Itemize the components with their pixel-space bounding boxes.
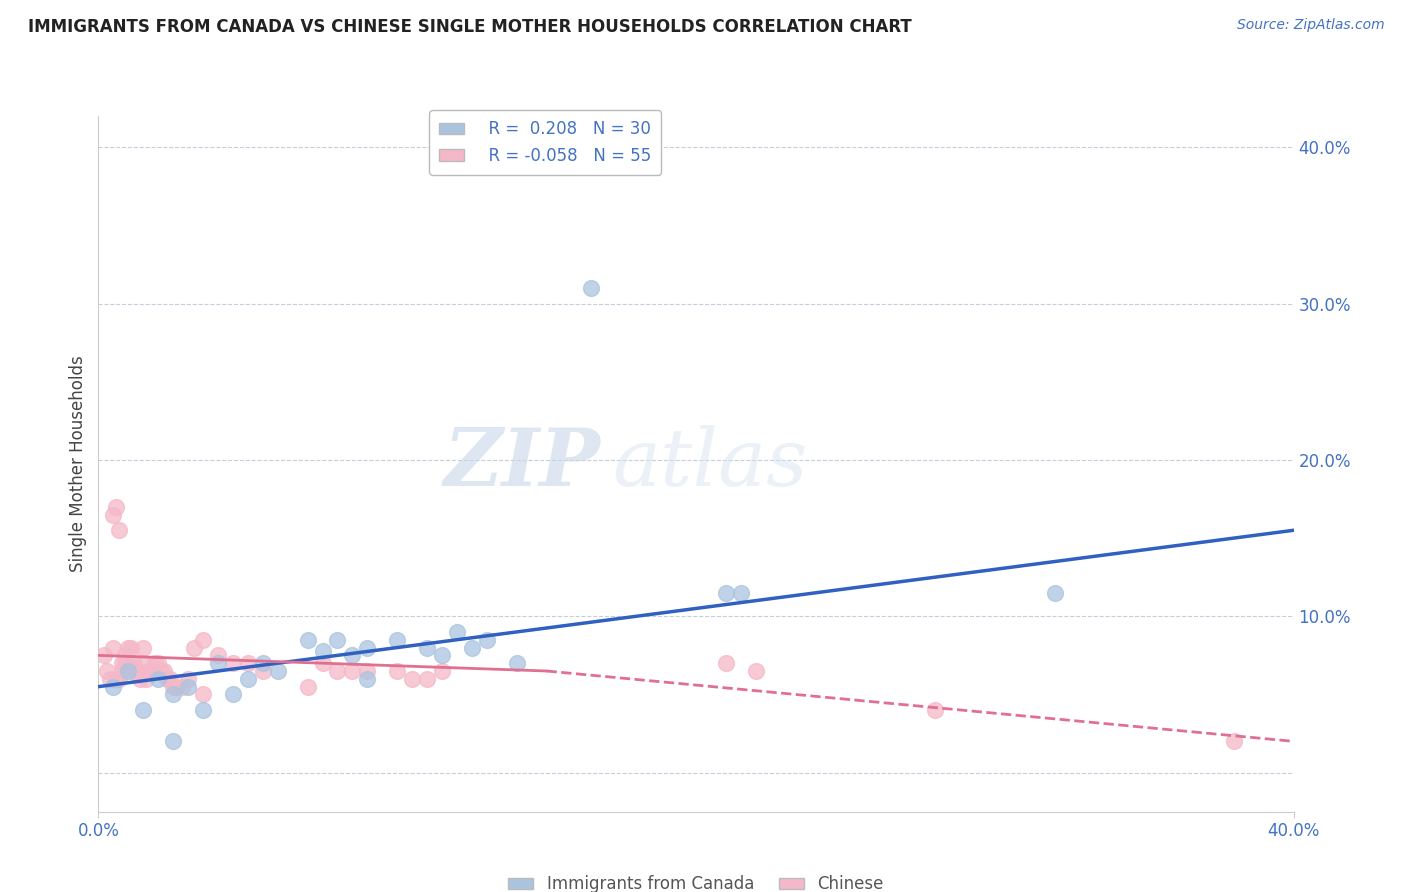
Point	[326, 632, 349, 647]
Point	[222, 656, 245, 670]
Point	[132, 640, 155, 655]
Point	[236, 672, 259, 686]
Point	[138, 664, 160, 678]
Point	[159, 672, 181, 686]
Point	[236, 656, 259, 670]
Point	[108, 672, 131, 686]
Point	[311, 643, 333, 657]
Point	[461, 640, 484, 655]
Point	[105, 672, 128, 686]
Point	[124, 656, 146, 670]
Point	[156, 672, 179, 686]
Point	[132, 703, 155, 717]
Point	[120, 640, 142, 655]
Point	[267, 664, 290, 678]
Point	[108, 523, 131, 537]
Point	[581, 281, 603, 295]
Point	[129, 672, 152, 686]
Point	[430, 664, 453, 678]
Point	[446, 624, 468, 639]
Point	[103, 508, 125, 522]
Point	[172, 680, 194, 694]
Point	[177, 672, 200, 686]
Point	[114, 656, 136, 670]
Text: ZIP: ZIP	[443, 425, 600, 502]
Point	[103, 640, 125, 655]
Point	[165, 680, 187, 694]
Point	[506, 656, 529, 670]
Point	[132, 656, 155, 670]
Point	[207, 656, 229, 670]
Point	[150, 664, 173, 678]
Point	[714, 586, 737, 600]
Point	[183, 640, 205, 655]
Point	[191, 688, 214, 702]
Point	[135, 672, 157, 686]
Point	[127, 664, 149, 678]
Point	[1223, 734, 1246, 748]
Point	[385, 632, 409, 647]
Point	[114, 648, 136, 663]
Point	[103, 680, 125, 694]
Point	[141, 664, 163, 678]
Point	[326, 664, 349, 678]
Point	[342, 648, 364, 663]
Point	[1043, 586, 1066, 600]
Point	[153, 664, 176, 678]
Point	[96, 664, 118, 678]
Point	[385, 664, 409, 678]
Point	[111, 656, 134, 670]
Point	[252, 664, 274, 678]
Point	[162, 734, 184, 748]
Point	[191, 703, 214, 717]
Point	[356, 672, 378, 686]
Point	[143, 656, 166, 670]
Point	[162, 688, 184, 702]
Point	[416, 672, 439, 686]
Point	[177, 680, 200, 694]
Point	[356, 664, 378, 678]
Point	[311, 656, 333, 670]
Point	[342, 664, 364, 678]
Point	[745, 664, 768, 678]
Point	[924, 703, 946, 717]
Legend: Immigrants from Canada, Chinese: Immigrants from Canada, Chinese	[502, 869, 890, 892]
Y-axis label: Single Mother Households: Single Mother Households	[69, 356, 87, 572]
Point	[148, 672, 170, 686]
Text: Source: ZipAtlas.com: Source: ZipAtlas.com	[1237, 18, 1385, 32]
Text: IMMIGRANTS FROM CANADA VS CHINESE SINGLE MOTHER HOUSEHOLDS CORRELATION CHART: IMMIGRANTS FROM CANADA VS CHINESE SINGLE…	[28, 18, 912, 36]
Point	[430, 648, 453, 663]
Point	[111, 664, 134, 678]
Point	[252, 656, 274, 670]
Point	[297, 632, 319, 647]
Point	[117, 640, 139, 655]
Point	[98, 672, 122, 686]
Point	[475, 632, 498, 647]
Point	[117, 656, 139, 670]
Point	[297, 680, 319, 694]
Point	[105, 500, 128, 514]
Point	[148, 656, 170, 670]
Point	[416, 640, 439, 655]
Point	[730, 586, 752, 600]
Point	[120, 664, 142, 678]
Point	[162, 680, 184, 694]
Point	[714, 656, 737, 670]
Point	[356, 640, 378, 655]
Point	[191, 632, 214, 647]
Point	[401, 672, 423, 686]
Text: atlas: atlas	[612, 425, 807, 502]
Point	[93, 648, 115, 663]
Point	[117, 664, 139, 678]
Point	[222, 688, 245, 702]
Point	[207, 648, 229, 663]
